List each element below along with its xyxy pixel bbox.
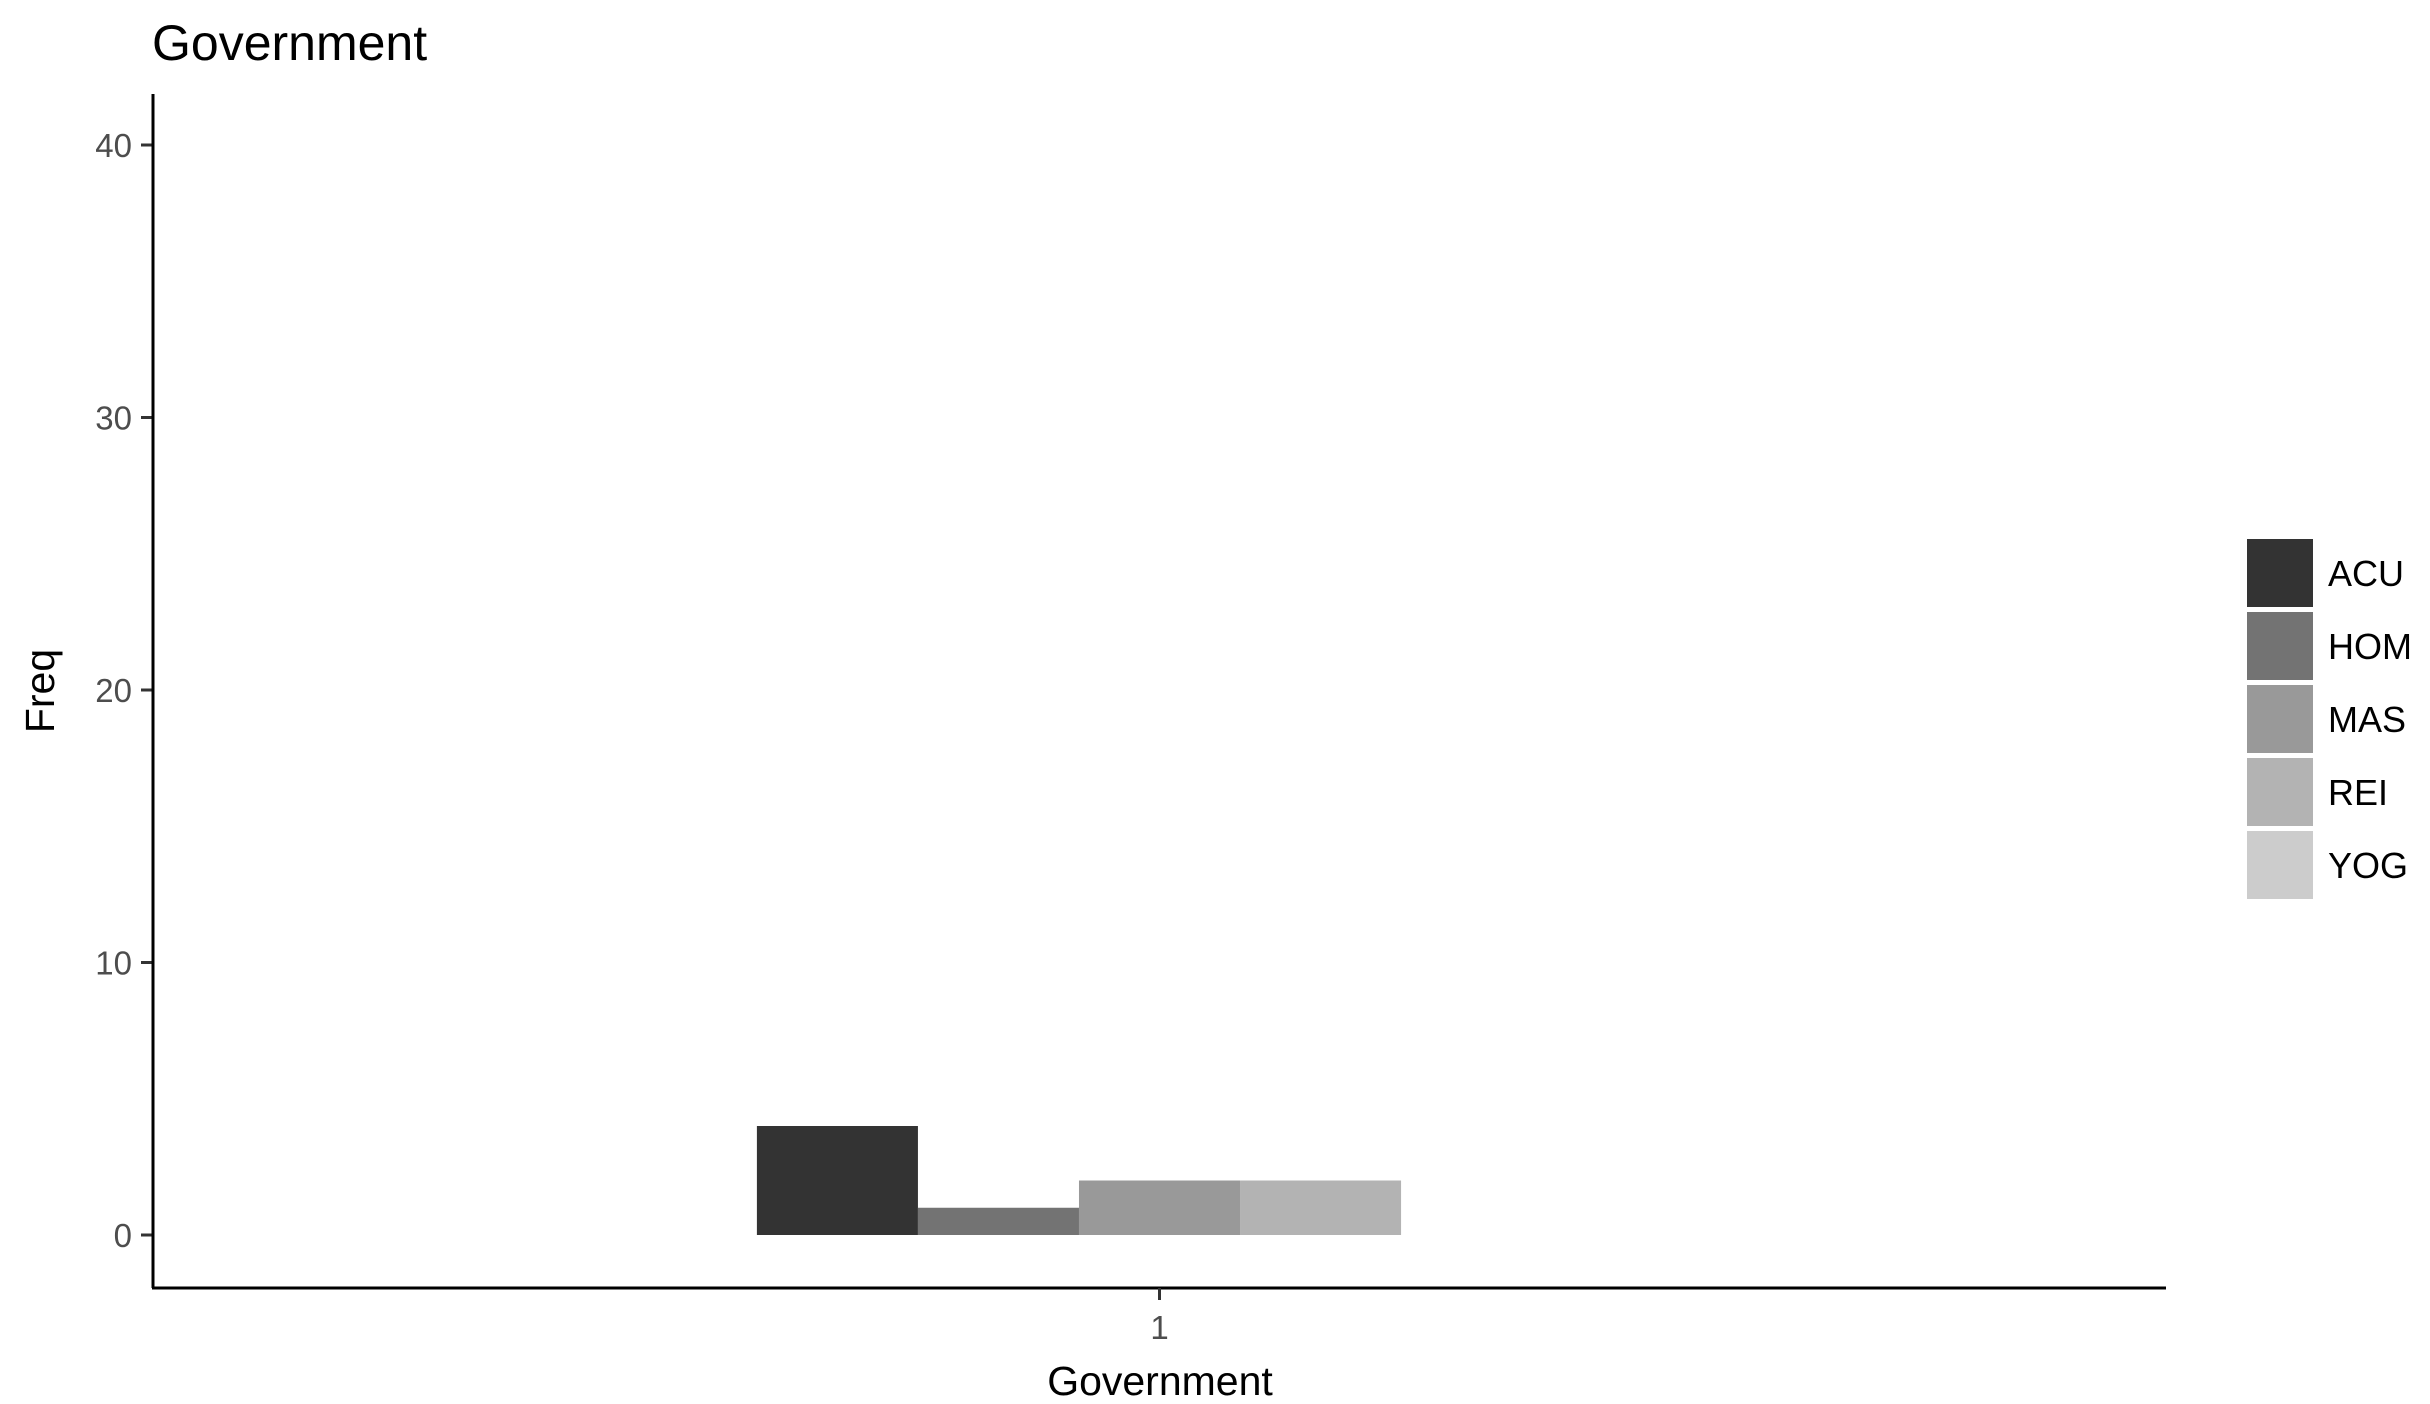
bar-acu — [756, 1126, 918, 1235]
legend-label-acu: ACU — [2328, 553, 2404, 594]
legend-label-mas: MAS — [2328, 699, 2406, 740]
y-tick-label: 40 — [95, 127, 132, 164]
y-tick-label: 30 — [95, 400, 132, 437]
x-tick-label: 1 — [1150, 1309, 1168, 1346]
legend-label-rei: REI — [2328, 772, 2388, 813]
chart-title: Government — [152, 15, 427, 71]
legend-key-hom — [2247, 612, 2313, 680]
x-axis-title: Government — [1047, 1358, 1273, 1404]
legend-key-acu — [2247, 539, 2313, 607]
y-tick-label: 0 — [114, 1217, 132, 1254]
legend-key-yog — [2247, 831, 2313, 899]
legend-key-rei — [2247, 758, 2313, 826]
legend: ACU HOM MAS REI YOG — [2247, 539, 2412, 899]
x-axis-ticks: 1 — [1150, 1288, 1169, 1346]
y-axis-title: Freq — [17, 649, 63, 733]
legend-key-mas — [2247, 685, 2313, 753]
bar-group — [756, 1126, 1402, 1235]
y-axis-ticks: 0 10 20 30 40 — [95, 127, 153, 1254]
bar-mas — [1078, 1180, 1241, 1235]
legend-label-hom: HOM — [2328, 626, 2412, 667]
bar-hom — [917, 1207, 1079, 1235]
y-tick-label: 10 — [95, 945, 132, 982]
y-tick-label: 20 — [95, 672, 132, 709]
legend-label-yog: YOG — [2328, 845, 2408, 886]
bar-rei — [1240, 1180, 1402, 1235]
